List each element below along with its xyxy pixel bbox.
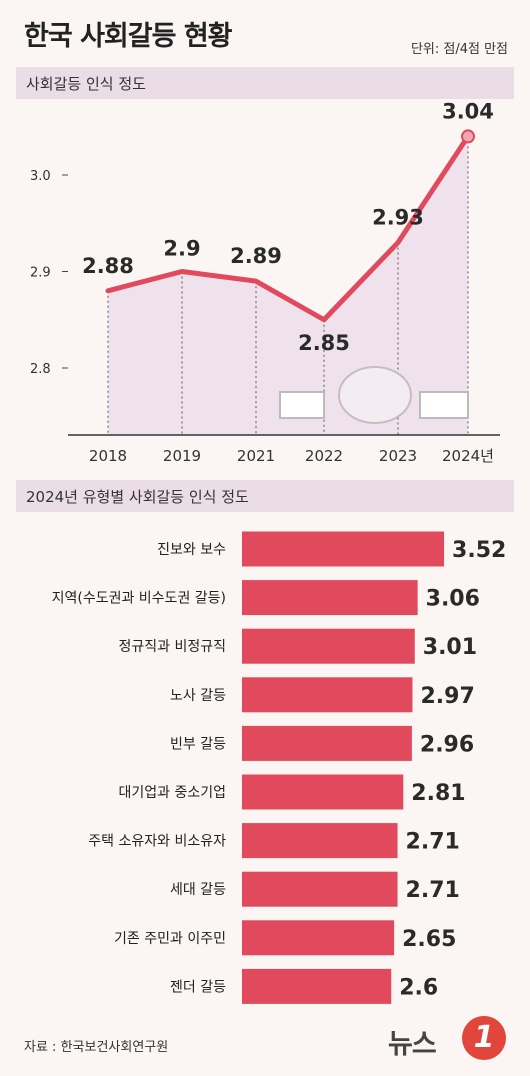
line-area bbox=[108, 136, 468, 435]
bar bbox=[242, 725, 412, 761]
bar bbox=[242, 531, 445, 567]
bar-value-label: 3.06 bbox=[426, 587, 480, 612]
conflict-icon bbox=[338, 366, 412, 424]
category-label: 빈부 갈등 bbox=[170, 736, 226, 752]
bar bbox=[242, 677, 413, 713]
y-tick-label: 2.8 bbox=[30, 362, 51, 377]
end-point bbox=[461, 129, 475, 144]
bar-value-label: 2.97 bbox=[420, 684, 474, 709]
category-label: 대기업과 중소기업 bbox=[119, 785, 227, 801]
bar-value-label: 2.65 bbox=[402, 927, 456, 952]
line-chart: 2.8 2.9 3.0 2.88 2.9 2.89 2.85 2.93 3.04 2018 2019… bbox=[30, 99, 500, 465]
bar bbox=[242, 968, 392, 1004]
x-tick-label: 2019 bbox=[163, 447, 201, 465]
bar-value-label: 2.96 bbox=[420, 732, 474, 757]
bar-value-label: 2.6 bbox=[399, 975, 438, 1000]
data-label: 2.85 bbox=[298, 331, 350, 355]
line-chart-title: 사회갈등 인식 정도 bbox=[26, 75, 146, 93]
data-label: 2.93 bbox=[372, 206, 424, 230]
bar bbox=[242, 920, 395, 956]
bar bbox=[242, 823, 398, 859]
bar-value-label: 3.01 bbox=[423, 635, 477, 660]
data-label: 2.89 bbox=[230, 244, 282, 268]
category-label: 노사 갈등 bbox=[170, 688, 226, 704]
unit-label: 단위: 점/4점 만점 bbox=[410, 42, 508, 57]
category-label: 주택 소유자와 비소유자 bbox=[88, 834, 226, 850]
data-label: 2.88 bbox=[82, 254, 134, 278]
x-tick-label: 2022 bbox=[305, 447, 343, 465]
bar-value-label: 2.71 bbox=[406, 878, 460, 903]
category-label: 정규직과 비정규직 bbox=[119, 639, 227, 655]
bar-chart: 진보와 보수 3.52 지역(수도권과 비수도권 갈등) 3.06 정규직과 비정규직 3… bbox=[52, 531, 506, 1004]
x-tick-label: 2024년 bbox=[442, 447, 494, 465]
bubble-box-right bbox=[419, 391, 469, 419]
bubble-box-left bbox=[279, 391, 325, 419]
bar-value-label: 2.81 bbox=[411, 781, 465, 806]
news1-logo: 뉴스 1 bbox=[388, 1016, 506, 1060]
x-tick-label: 2018 bbox=[89, 447, 127, 465]
bar-value-label: 2.71 bbox=[406, 830, 460, 855]
category-label: 세대 갈등 bbox=[170, 882, 226, 898]
bar bbox=[242, 774, 404, 810]
y-tick-label: 2.9 bbox=[30, 266, 51, 281]
category-label: 지역(수도권과 비수도권 갈등) bbox=[52, 591, 226, 607]
bar-chart-title: 2024년 유형별 사회갈등 인식 정도 bbox=[26, 488, 249, 506]
bar bbox=[242, 580, 418, 616]
data-label: 2.9 bbox=[163, 237, 200, 261]
bar bbox=[242, 628, 415, 664]
y-tick-label: 3.0 bbox=[30, 169, 51, 184]
bar bbox=[242, 871, 398, 907]
page-title: 한국 사회갈등 현황 bbox=[24, 21, 233, 52]
logo-text: 뉴스 bbox=[388, 1029, 437, 1060]
series-line bbox=[105, 133, 471, 323]
bar-chart-header: 2024년 유형별 사회갈등 인식 정도 bbox=[16, 480, 514, 512]
bar-value-label: 3.52 bbox=[452, 538, 506, 563]
logo-mark: 1 bbox=[462, 1016, 506, 1060]
category-label: 진보와 보수 bbox=[157, 542, 226, 558]
x-tick-label: 2023 bbox=[379, 447, 417, 465]
line-chart-header: 사회갈등 인식 정도 bbox=[16, 67, 514, 99]
source-note: 자료 : 한국보건사회연구원 bbox=[24, 1040, 169, 1055]
data-label: 3.04 bbox=[442, 99, 494, 123]
x-tick-label: 2021 bbox=[237, 447, 275, 465]
category-label: 젠더 갈등 bbox=[170, 979, 226, 995]
category-label: 기존 주민과 이주민 bbox=[114, 931, 226, 947]
